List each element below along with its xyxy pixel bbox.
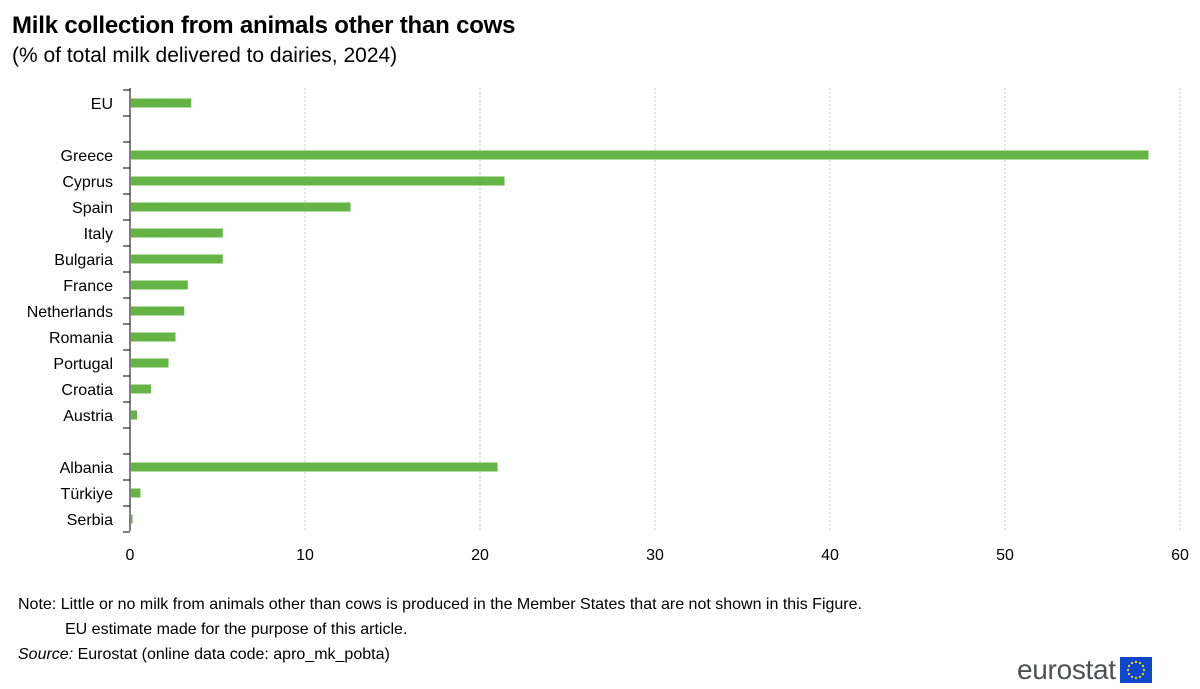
eurostat-logo: eurostat [1017,656,1152,684]
note-line-2: EU estimate made for the purpose of this… [18,617,862,642]
flag-star [1126,668,1129,672]
eu-flag-icon [1119,657,1152,683]
bar [131,150,1149,160]
category-label: Austria [63,408,113,425]
category-label: Netherlands [27,304,113,321]
bar [131,228,223,238]
flag-star [1130,661,1133,665]
x-tick-label: 20 [471,547,489,564]
flag-star [1141,664,1144,668]
flag-star [1127,664,1130,668]
notes: Note: Little or no milk from animals oth… [18,592,862,667]
axes [123,88,131,533]
source-line: Source: Eurostat (online data code: apro… [18,642,862,667]
note-prefix: Note: [18,596,57,613]
note-line-1: Note: Little or no milk from animals oth… [18,592,862,617]
flag-star [1127,672,1130,676]
bar [131,254,223,264]
category-label: Cyprus [62,174,113,191]
bar [131,176,505,186]
x-tick-label: 10 [296,547,314,564]
source-text: Eurostat (online data code: apro_mk_pobt… [77,646,390,663]
flag-star [1142,668,1145,672]
bar [131,332,176,342]
bar [131,410,137,420]
chart-subtitle: (% of total milk delivered to dairies, 2… [12,44,398,67]
source-label: Source: [18,646,74,663]
x-tick-label: 0 [126,547,135,564]
bars [131,98,1149,524]
flag-star [1130,675,1133,679]
bar [131,202,351,212]
category-label: France [63,278,113,295]
category-label: Croatia [61,382,113,399]
x-tick-labels: 0 10 20 30 40 50 60 [126,547,1189,564]
category-label: Bulgaria [54,252,113,269]
category-label: Serbia [67,512,113,529]
flag-star [1134,676,1137,680]
flag-star [1141,672,1144,676]
bar [131,280,188,290]
bar [131,98,192,108]
note-text-1: Little or no milk from animals other tha… [60,596,862,613]
bar [131,384,151,394]
category-labels: EU Greece Cyprus Spain Italy Bulgaria France Ne… [27,96,113,529]
category-label: Albania [60,460,113,477]
category-label: Portugal [53,356,113,373]
chart-title: Milk collection from animals other than … [12,12,516,39]
category-label: EU [91,96,113,113]
category-label: Greece [61,148,114,165]
category-label: Spain [72,200,113,217]
bar [131,488,141,498]
logo-text: eurostat [1017,654,1116,685]
x-tick-label: 50 [996,547,1014,564]
category-label: Romania [49,330,113,347]
bar [131,514,133,524]
x-tick-label: 60 [1171,547,1189,564]
bar [131,306,185,316]
note-text-2: EU estimate made for the purpose of this… [65,621,408,638]
flag-star [1138,661,1141,665]
x-tick-label: 30 [646,547,664,564]
grid-lines [304,88,1181,531]
flag-star [1134,660,1137,664]
category-label: Italy [84,226,113,243]
bar [131,462,498,472]
category-label: Türkiye [61,486,114,503]
flag-star [1138,675,1141,679]
bar [131,358,169,368]
x-tick-label: 40 [821,547,839,564]
